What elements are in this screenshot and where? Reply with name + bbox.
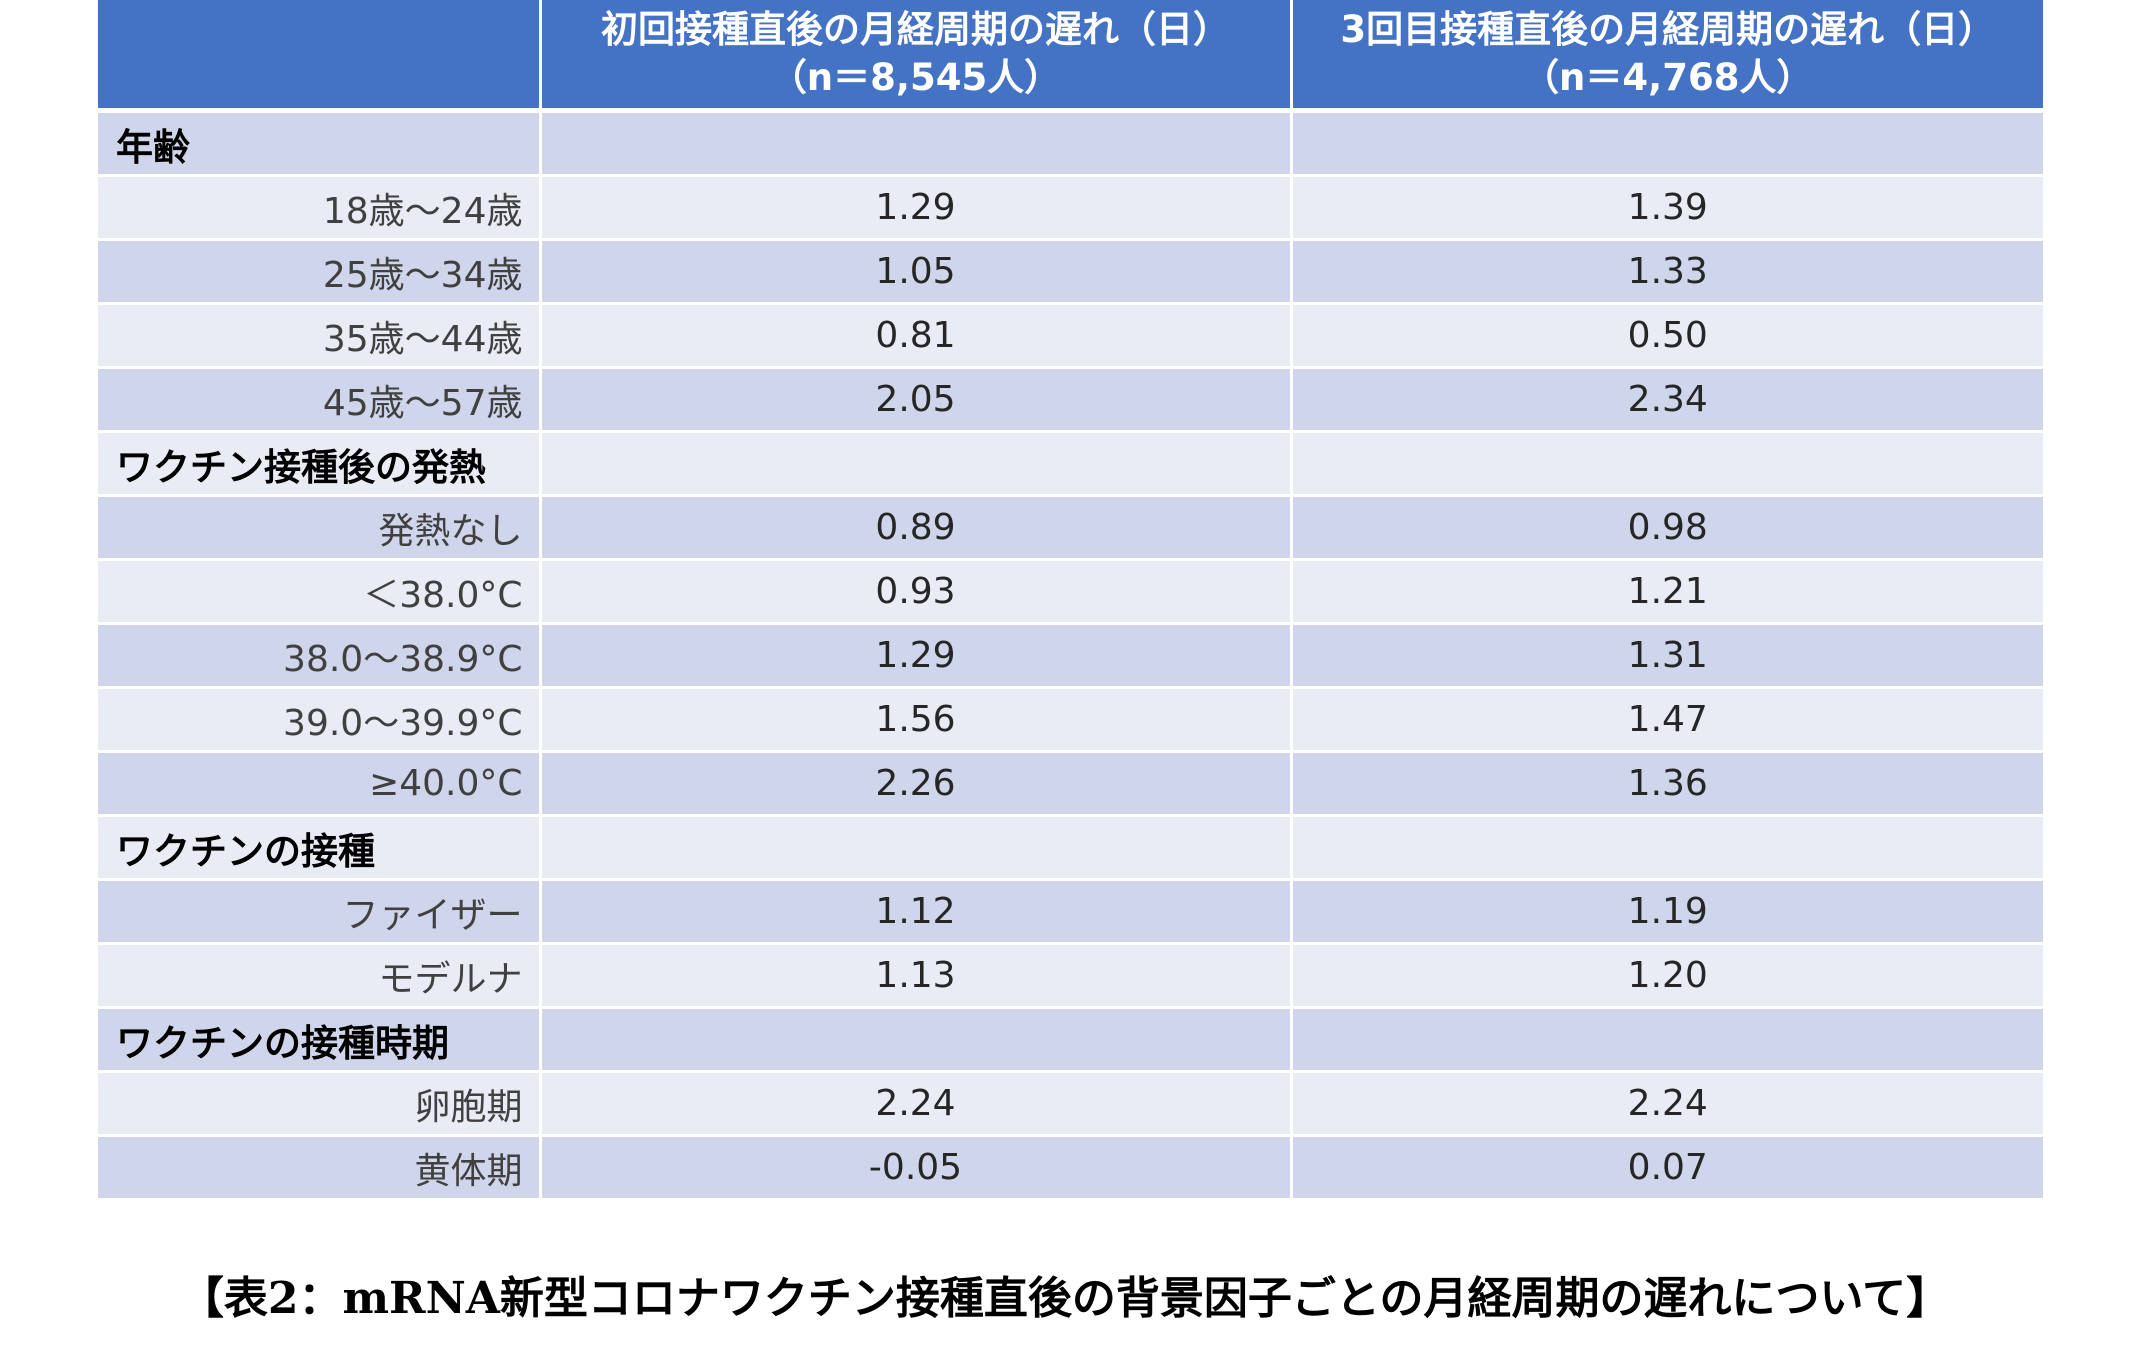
section-empty-third xyxy=(1291,110,2043,177)
row-label: 25歳～34歳 xyxy=(98,239,542,305)
section-label-vaccine: ワクチンの接種 xyxy=(98,815,542,881)
row-label: ＜38.0°C xyxy=(98,559,542,625)
row-label: 39.0～39.9°C xyxy=(98,687,542,753)
row-label: 35歳～44歳 xyxy=(98,303,542,369)
table-caption: 【表2：mRNA新型コロナワクチン接種直後の背景因子ごとの月経周期の遅れについて… xyxy=(179,1273,1951,1324)
third-dose-value: 1.47 xyxy=(1291,687,2043,753)
section-row-timing: ワクチンの接種時期 xyxy=(98,1007,2043,1073)
row-label: 45歳～57歳 xyxy=(98,367,542,433)
row-label: 黄体期 xyxy=(98,1135,542,1201)
table-row: モデルナ 1.13 1.20 xyxy=(98,943,2043,1009)
header-third-dose-n: （n＝4,768人） xyxy=(1522,56,1814,99)
table-row: 25歳～34歳 1.05 1.33 xyxy=(98,239,2043,305)
row-label: モデルナ xyxy=(98,943,542,1009)
table-row: 38.0～38.9°C 1.29 1.31 xyxy=(98,623,2043,689)
table-row: 黄体期 -0.05 0.07 xyxy=(98,1135,2043,1201)
section-label-timing: ワクチンの接種時期 xyxy=(98,1007,542,1073)
section-row-fever: ワクチン接種後の発熱 xyxy=(98,431,2043,497)
section-empty-third xyxy=(1291,1007,2043,1073)
third-dose-value: 2.24 xyxy=(1291,1071,2043,1137)
row-label: 38.0～38.9°C xyxy=(98,623,542,689)
first-dose-value: -0.05 xyxy=(540,1135,1293,1201)
header-first-dose: 初回接種直後の月経周期の遅れ（日） （n＝8,545人） xyxy=(540,0,1293,113)
section-empty-first xyxy=(540,815,1293,881)
third-dose-value: 1.33 xyxy=(1291,239,2043,305)
table-header-row: 初回接種直後の月経周期の遅れ（日） （n＝8,545人） 3回目接種直後の月経周… xyxy=(98,0,2043,113)
table-row: 発熱なし 0.89 0.98 xyxy=(98,495,2043,561)
first-dose-value: 1.12 xyxy=(540,879,1293,945)
first-dose-value: 0.93 xyxy=(540,559,1293,625)
third-dose-value: 1.39 xyxy=(1291,175,2043,241)
section-empty-first xyxy=(540,431,1293,497)
section-row-vaccine: ワクチンの接種 xyxy=(98,815,2043,881)
table-row: 45歳～57歳 2.05 2.34 xyxy=(98,367,2043,433)
section-label-age: 年齢 xyxy=(98,110,542,177)
third-dose-value: 2.34 xyxy=(1291,367,2043,433)
row-label: ファイザー xyxy=(98,879,542,945)
row-label: 発熱なし xyxy=(98,495,542,561)
row-label: ≥40.0°C xyxy=(98,751,542,817)
row-label: 卵胞期 xyxy=(98,1071,542,1137)
menstrual-delay-table: 初回接種直後の月経周期の遅れ（日） （n＝8,545人） 3回目接種直後の月経周… xyxy=(98,0,2043,1201)
header-empty-cell xyxy=(98,0,542,113)
first-dose-value: 1.29 xyxy=(540,623,1293,689)
header-third-dose-title: 3回目接種直後の月経周期の遅れ（日） xyxy=(1340,8,1996,51)
first-dose-value: 0.81 xyxy=(540,303,1293,369)
first-dose-value: 2.05 xyxy=(540,367,1293,433)
section-label-fever: ワクチン接種後の発熱 xyxy=(98,431,542,497)
third-dose-value: 0.50 xyxy=(1291,303,2043,369)
table-row: ファイザー 1.12 1.19 xyxy=(98,879,2043,945)
table-row: ＜38.0°C 0.93 1.21 xyxy=(98,559,2043,625)
table-row: 39.0～39.9°C 1.56 1.47 xyxy=(98,687,2043,753)
header-first-dose-n: （n＝8,545人） xyxy=(769,56,1062,99)
section-empty-first xyxy=(540,1007,1293,1073)
third-dose-value: 1.21 xyxy=(1291,559,2043,625)
first-dose-value: 1.13 xyxy=(540,943,1293,1009)
first-dose-value: 0.89 xyxy=(540,495,1293,561)
first-dose-value: 2.24 xyxy=(540,1071,1293,1137)
section-empty-first xyxy=(540,110,1293,177)
table-row: 18歳～24歳 1.29 1.39 xyxy=(98,175,2043,241)
table-row: ≥40.0°C 2.26 1.36 xyxy=(98,751,2043,817)
first-dose-value: 1.29 xyxy=(540,175,1293,241)
third-dose-value: 0.07 xyxy=(1291,1135,2043,1201)
third-dose-value: 0.98 xyxy=(1291,495,2043,561)
first-dose-value: 2.26 xyxy=(540,751,1293,817)
table-row: 35歳～44歳 0.81 0.50 xyxy=(98,303,2043,369)
third-dose-value: 1.36 xyxy=(1291,751,2043,817)
header-third-dose: 3回目接種直後の月経周期の遅れ（日） （n＝4,768人） xyxy=(1291,0,2043,113)
third-dose-value: 1.19 xyxy=(1291,879,2043,945)
third-dose-value: 1.20 xyxy=(1291,943,2043,1009)
third-dose-value: 1.31 xyxy=(1291,623,2043,689)
section-row-age: 年齢 xyxy=(98,110,2043,177)
first-dose-value: 1.56 xyxy=(540,687,1293,753)
table-row: 卵胞期 2.24 2.24 xyxy=(98,1071,2043,1137)
section-empty-third xyxy=(1291,431,2043,497)
header-first-dose-title: 初回接種直後の月経周期の遅れ（日） xyxy=(601,8,1230,51)
first-dose-value: 1.05 xyxy=(540,239,1293,305)
row-label: 18歳～24歳 xyxy=(98,175,542,241)
results-table-container: 初回接種直後の月経周期の遅れ（日） （n＝8,545人） 3回目接種直後の月経周… xyxy=(98,0,2043,1201)
section-empty-third xyxy=(1291,815,2043,881)
